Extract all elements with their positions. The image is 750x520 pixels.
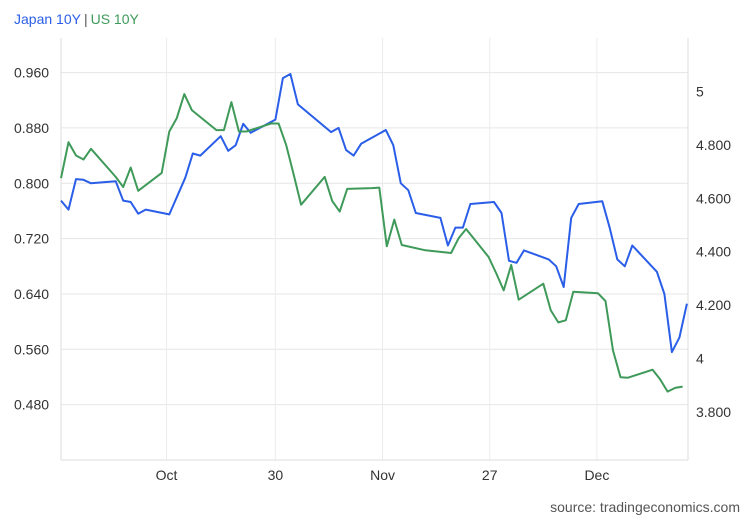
y-right-tick-label: 5 (696, 83, 704, 99)
y-left-tick-label: 0.480 (14, 397, 49, 413)
y-left-tick-label: 0.880 (14, 120, 49, 136)
y-right-tick-label: 4.200 (696, 297, 731, 313)
source-credit: source: tradingeconomics.com (550, 499, 740, 515)
y-right-tick-label: 4.600 (696, 190, 731, 206)
legend-separator: | (83, 11, 88, 27)
y-right-tick-label: 3.800 (696, 404, 731, 420)
axes (60, 38, 689, 461)
y-axis-left-labels: 0.480 0.560 0.640 0.720 0.800 0.880 0.960 (14, 65, 49, 413)
x-tick-label: 27 (482, 467, 498, 483)
x-axis-labels: Oct 30 Nov 27 Dec (156, 467, 610, 483)
series-lines (60, 73, 688, 393)
x-tick-label: Nov (370, 467, 395, 483)
legend-japan-10y[interactable]: Japan 10Y (14, 11, 81, 27)
y-axis-right-labels: 3.800 4 4.200 4.400 4.600 4.800 5 (696, 83, 731, 420)
y-left-tick-label: 0.960 (14, 65, 49, 81)
series-line-us-10y (60, 93, 683, 393)
x-tick-label: 30 (268, 467, 284, 483)
legend: Japan 10Y | US 10Y (14, 11, 139, 27)
y-left-tick-label: 0.560 (14, 341, 49, 357)
x-tick-label: Dec (584, 467, 609, 483)
y-left-tick-label: 0.720 (14, 231, 49, 247)
y-right-tick-label: 4.800 (696, 137, 731, 153)
series-line-japan-10y (60, 73, 688, 354)
y-right-tick-label: 4 (696, 351, 704, 367)
y-left-tick-label: 0.640 (14, 286, 49, 302)
x-tick-label: Oct (156, 467, 178, 483)
legend-us-10y[interactable]: US 10Y (90, 11, 139, 27)
grid-lines (61, 38, 688, 460)
y-right-tick-label: 4.400 (696, 244, 731, 260)
y-left-tick-label: 0.800 (14, 175, 49, 191)
